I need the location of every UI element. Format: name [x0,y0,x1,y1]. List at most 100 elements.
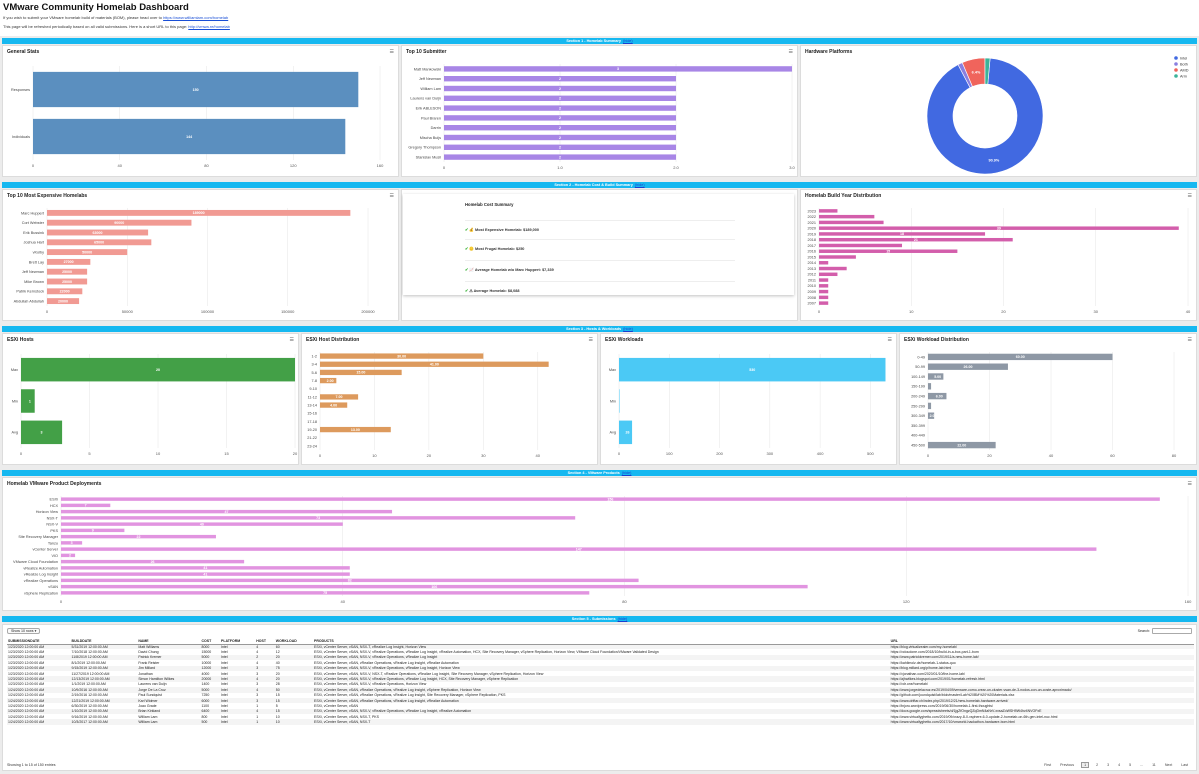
warning-icon: ⚠ [469,289,473,293]
category-label: William Lam [420,87,441,91]
bar [47,288,83,295]
product-deployments-panel: Homelab VMware Product Deployments ☰ 0 40… [2,477,1197,611]
category-label: 2008 [808,296,816,300]
category-label: 2019 [808,232,816,236]
pagination-button[interactable]: 11 [1152,763,1156,767]
column-header[interactable]: HOST [255,638,275,645]
slice-label: 6.4% [972,70,981,74]
chart-title: ESXi Workloads [605,337,644,343]
hamburger-menu-icon[interactable]: ☰ [588,337,593,343]
table-cell: 75 [274,665,314,671]
column-header[interactable]: WORKLOAD [274,638,314,645]
category-label: Brett Lay [29,260,44,264]
section-toggle-link[interactable]: (hide) [622,39,633,43]
column-header[interactable]: PLATFORM [220,638,256,645]
pagination-button[interactable]: 3 [1107,763,1110,767]
bar [320,377,337,384]
table-cell: Jorge De La Cruz [137,687,201,693]
column-header[interactable]: URL [889,638,1194,645]
pagination-button[interactable]: Previous [1060,763,1075,767]
category-label: 5-6 [312,371,318,375]
section-toggle-link[interactable]: (hide) [621,471,632,475]
bar [61,578,639,583]
bar [47,268,88,275]
pagination-button[interactable]: 1 [1081,762,1090,768]
table-cell: 4 [256,650,259,655]
hamburger-menu-icon[interactable]: ☰ [389,193,394,199]
category-label: 2011 [808,278,816,282]
table-row: 1/24/2020 12:00:00 AM 10/3/2017 12:00:00 … [7,719,1194,725]
table-row: 1/24/2020 12:00:00 AM 9/16/2019 12:00:00 … [7,714,1194,719]
table-cell: 1/10/2019 12:00:00 AM [70,708,138,715]
homelab-submit-link[interactable]: https://www.williamlam.com/homelab [163,15,229,20]
hamburger-menu-icon[interactable]: ☰ [788,49,793,55]
category-label: vRealize Log Insight [24,573,59,577]
table-cell: ESXi, vCenter Server, vSAN, NSX-T, PKS [314,714,379,719]
hamburger-menu-icon[interactable]: ☰ [1187,337,1192,343]
table-cell: ESXi, vCenter Server, vSAN, NSX-V, NSX-T… [314,671,544,676]
pagination-button[interactable]: 5 [1129,763,1132,767]
cost-summary-title: Homelab Cost Summary [465,202,514,207]
data-label: 27000 [64,260,74,264]
hamburger-menu-icon[interactable]: ☰ [389,49,394,55]
pagination-button[interactable]: First [1044,763,1052,767]
rows-per-page-select[interactable]: Show 10 rows ▾ [7,628,41,634]
section-toggle-link[interactable]: (hide) [634,183,645,187]
table-cell: 2/19/2016 12:00:00 AM [71,693,108,698]
section-bar-cost: Section 2 - Homelab Cost & Build Summary… [2,182,1197,188]
bar [61,541,83,545]
x-tick-label: 0 [20,451,23,456]
search-input[interactable] [1152,628,1192,634]
platforms-chart: 90.9% 6.4% Intel Both AMD Arm [926,56,1189,175]
category-label: 350-399 [911,424,925,428]
column-header[interactable]: PRODUCTS [313,638,890,645]
pagination-button[interactable]: Next [1164,763,1173,767]
table-row: 1/23/2020 12:00:00 AM 7/10/2018 12:00:00 … [7,649,1194,654]
pagination-button[interactable]: Last [1181,763,1188,767]
column-header[interactable]: SUBMISSIONDATE [7,638,71,645]
category-label: Erik Bussink [23,231,44,235]
esxihosts-chart: 0 5 10 15 20 Max 20 Min 1 Avg 3 [11,354,298,456]
category-label: 2009 [808,290,816,294]
x-tick-label: 160 [1185,599,1192,604]
data-label: 22 [136,535,140,539]
table-cell: 15000 [201,650,212,655]
category-label: 400-449 [911,434,925,438]
section-toggle-link[interactable]: (hide) [617,617,628,621]
pagination-button[interactable]: 2 [1096,763,1099,767]
hamburger-menu-icon[interactable]: ☰ [1187,193,1192,199]
data-label: 3 [41,431,43,435]
data-label: 1 [29,399,31,403]
bar [61,497,1160,501]
short-url-link[interactable]: http://vmwa.re/homelab [188,24,230,29]
table-cell: 20 [274,676,314,682]
column-header[interactable]: NAME [137,638,201,645]
category-label: Stanislav Musil [416,156,441,160]
table-cell: 8000 [200,644,221,650]
x-tick-label: 1.0 [557,165,563,170]
category-label: NSX-V [46,523,58,527]
data-label: 60.00 [1016,355,1025,359]
data-label: 26.00 [963,365,972,369]
table-cell: 1/24/2020 12:00:00 AM [8,714,45,719]
category-label: Tanzu [48,541,58,545]
data-label: 22.00 [957,443,966,447]
section-toggle-link[interactable]: (hide) [623,327,633,331]
x-tick-label: 0 [818,309,821,314]
chart-title: ESXi Host Distribution [306,337,360,343]
hamburger-menu-icon[interactable]: ☰ [1187,481,1192,487]
bar [619,420,633,445]
column-header[interactable]: COST [200,638,221,645]
data-label: 2 [69,554,71,558]
hamburger-menu-icon[interactable]: ☰ [887,337,892,343]
bar [819,278,829,282]
data-label: 22000 [60,290,70,294]
column-header[interactable]: BUILDDATE [70,638,138,645]
build-year-panel: Homelab Build Year Distribution ☰ 0 10 20 3… [800,189,1197,321]
category-label: Paul Braren [421,116,441,120]
data-label: 18 [900,232,904,236]
table-cell: 7250 [201,693,210,698]
hamburger-menu-icon[interactable]: ☰ [289,337,294,343]
pagination-button[interactable]: 4 [1118,763,1121,767]
bar [61,528,125,533]
